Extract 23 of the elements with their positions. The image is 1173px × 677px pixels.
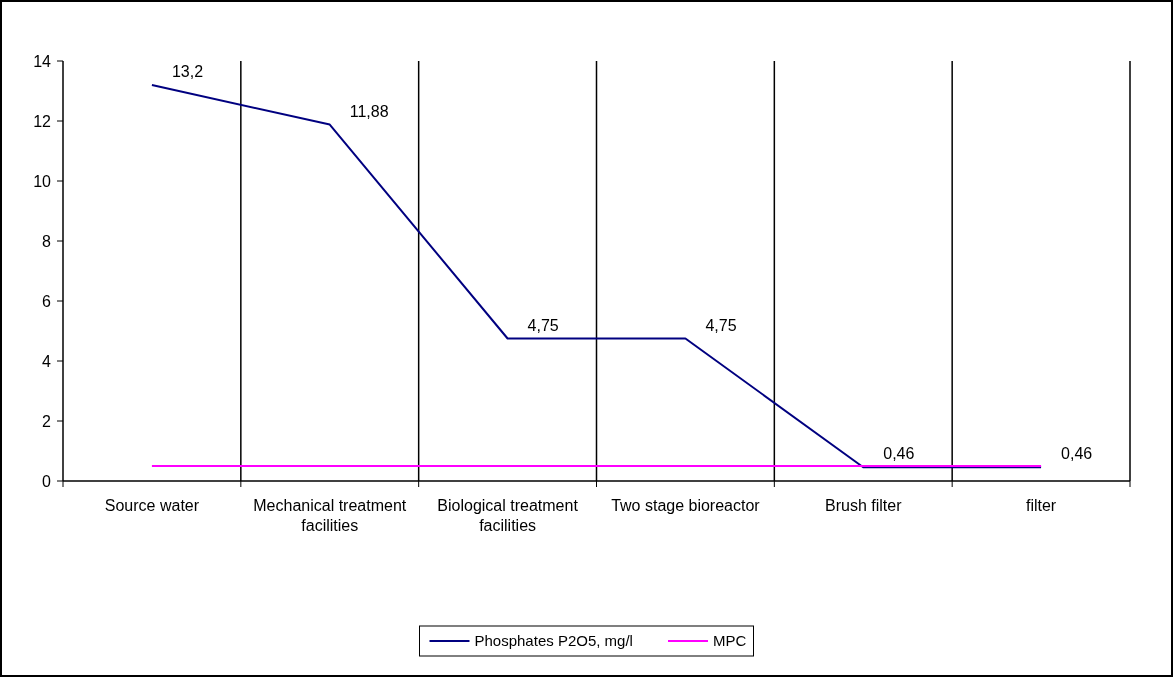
x-tick-label: filter	[1025, 497, 1057, 514]
legend-label: Phosphates P2O5, mg/l	[474, 632, 633, 650]
y-tick-label: 6	[42, 292, 52, 310]
y-tick-label: 10	[33, 172, 52, 190]
x-tick-label: Brush filter	[825, 497, 903, 514]
x-tick-label: Mechanical treatment facilities	[253, 497, 407, 534]
data-label: 0,46	[1061, 445, 1093, 463]
data-label: 4,75	[705, 316, 737, 334]
data-label: 4,75	[527, 316, 559, 334]
line-series	[150, 84, 1043, 469]
data-label: 13,2	[171, 63, 204, 80]
data-label: 0,46	[883, 445, 915, 463]
x-tick-label: Two stage bioreactor	[611, 497, 761, 514]
y-tick-label: 14	[33, 52, 52, 70]
x-tick-label: Source water	[104, 497, 200, 514]
y-tick-label: 12	[33, 112, 52, 130]
y-tick-label: 2	[42, 412, 52, 430]
x-tick-label: Biological treatment facilities	[437, 497, 579, 534]
data-label: 11,88	[349, 102, 389, 120]
y-tick-label: 0	[42, 472, 52, 490]
legend-label: MPC	[713, 632, 747, 650]
y-tick-label: 8	[42, 232, 52, 250]
y-tick-label: 4	[42, 352, 52, 370]
